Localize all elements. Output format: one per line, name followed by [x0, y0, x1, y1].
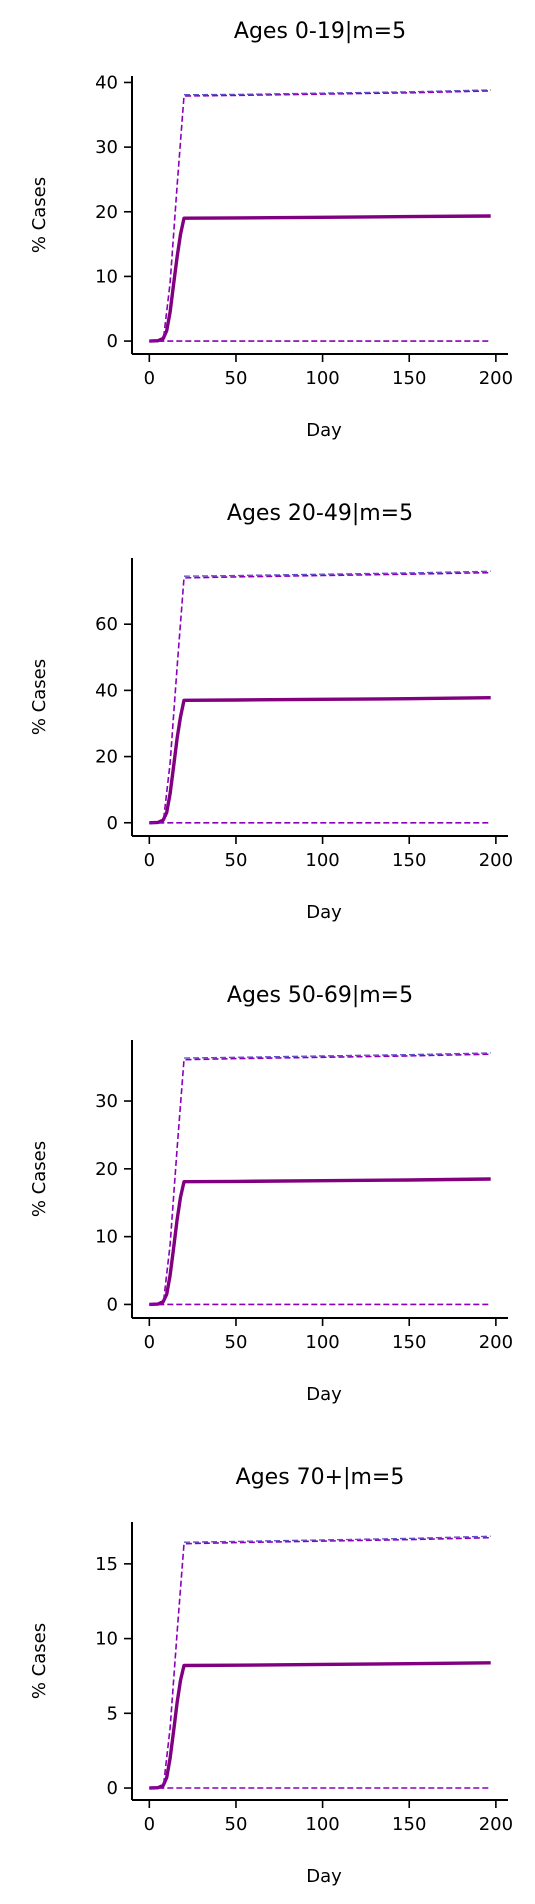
x-tick-label: 150 — [392, 368, 426, 389]
y-tick-label: 0 — [107, 331, 118, 352]
subplot-2: Ages 20-49|m=5 0 50 100 150 200 0 20 40 60 Day % Ca… — [29, 501, 513, 923]
x-tick-label: 50 — [225, 850, 248, 871]
series-line-upper-bound-alt — [183, 89, 491, 96]
series-line-mean — [149, 214, 491, 343]
y-tick-label: 5 — [107, 1703, 118, 1724]
y-tick-label: 15 — [95, 1554, 118, 1575]
subplot-title: Ages 20-49|m=5 — [227, 501, 413, 526]
x-axis-label: Day — [306, 902, 342, 923]
y-tick-label: 0 — [107, 1778, 118, 1799]
y-tick-label: 10 — [95, 1227, 118, 1248]
y-tick-label: 60 — [95, 614, 118, 635]
y-axis-label: % Cases — [29, 1623, 50, 1699]
y-tick-label: 20 — [95, 1159, 118, 1180]
x-tick-label: 50 — [225, 1332, 248, 1353]
x-tick-label: 0 — [144, 1814, 155, 1835]
x-tick-label: 200 — [479, 368, 513, 389]
y-axis-label: % Cases — [29, 177, 50, 253]
y-tick-label: 20 — [95, 747, 118, 768]
series-line-upper-bound-alt — [183, 1052, 491, 1059]
y-axis-label: % Cases — [29, 659, 50, 735]
series-line-upper-bound-alt — [183, 570, 491, 577]
x-tick-label: 100 — [305, 368, 339, 389]
y-tick-label: 30 — [95, 137, 118, 158]
y-tick-label: 30 — [95, 1091, 118, 1112]
series-line-upper-bound-alt — [183, 1535, 491, 1543]
y-tick-label: 40 — [95, 72, 118, 93]
subplot-1: Ages 0-19|m=5 0 50 100 150 200 0 10 20 30 40 Day % C… — [29, 19, 513, 441]
subplot-title: Ages 70+|m=5 — [236, 1465, 405, 1490]
x-tick-label: 100 — [305, 850, 339, 871]
y-tick-label: 10 — [95, 266, 118, 287]
subplot-title: Ages 50-69|m=5 — [227, 983, 413, 1008]
y-tick-label: 0 — [107, 813, 118, 834]
x-tick-label: 200 — [479, 1332, 513, 1353]
x-tick-label: 150 — [392, 850, 426, 871]
x-tick-label: 150 — [392, 1814, 426, 1835]
subplot-3: Ages 50-69|m=5 0 50 100 150 200 0 10 20 30 Day % Ca… — [29, 983, 513, 1405]
x-axis-label: Day — [306, 1384, 342, 1405]
series-line-upper-bound — [149, 1536, 491, 1789]
x-tick-label: 0 — [144, 1332, 155, 1353]
x-tick-label: 150 — [392, 1332, 426, 1353]
y-axis-label: % Cases — [29, 1141, 50, 1217]
series-line-mean — [149, 1661, 491, 1790]
y-tick-label: 10 — [95, 1629, 118, 1650]
subplot-4: Ages 70+|m=5 0 50 100 150 200 0 5 10 15 Day % Cases — [29, 1465, 513, 1887]
x-axis-label: Day — [306, 1866, 342, 1887]
x-tick-label: 200 — [479, 1814, 513, 1835]
x-tick-label: 200 — [479, 850, 513, 871]
x-tick-label: 100 — [305, 1814, 339, 1835]
x-tick-label: 50 — [225, 1814, 248, 1835]
x-tick-label: 50 — [225, 368, 248, 389]
series-line-mean — [149, 1177, 491, 1307]
series-line-mean — [149, 696, 491, 825]
subplot-title: Ages 0-19|m=5 — [234, 19, 406, 44]
y-tick-label: 0 — [107, 1294, 118, 1315]
x-tick-label: 0 — [144, 368, 155, 389]
x-tick-label: 100 — [305, 1332, 339, 1353]
y-tick-label: 20 — [95, 202, 118, 223]
y-tick-label: 40 — [95, 680, 118, 701]
x-axis-label: Day — [306, 420, 342, 441]
x-tick-label: 0 — [144, 850, 155, 871]
series-line-upper-bound — [149, 1053, 491, 1306]
